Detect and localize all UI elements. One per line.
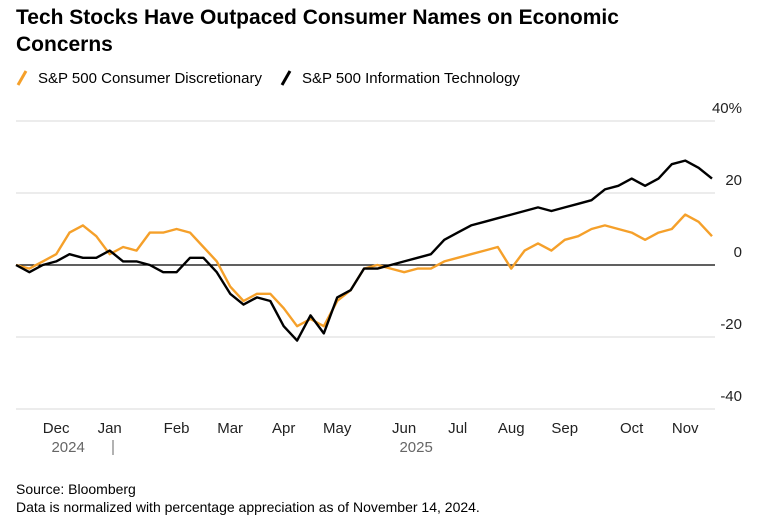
x-tick-label: Jan — [98, 420, 122, 437]
y-tick-label: 40% — [712, 100, 742, 117]
note: Data is normalized with percentage appre… — [16, 499, 480, 515]
y-tick-label: 20 — [725, 172, 742, 189]
x-tick-label: May — [323, 420, 352, 437]
series-line — [15, 159, 713, 342]
x-tick-label: Aug — [498, 420, 525, 437]
legend-label: S&P 500 Consumer Discretionary — [38, 70, 262, 87]
x-tick-label: Jul — [448, 420, 467, 437]
chart-title: Tech Stocks Have Outpaced Consumer Names… — [16, 6, 619, 56]
x-tick-label: Nov — [672, 420, 699, 437]
legend-item: S&P 500 Consumer Discretionary — [16, 70, 262, 87]
x-tick-label: Feb — [164, 420, 190, 437]
x-tick-label: Sep — [551, 420, 578, 437]
y-tick-label: -20 — [720, 316, 742, 333]
x-tick-label: Dec — [43, 420, 70, 437]
x-tick-label: Mar — [217, 420, 243, 437]
year-label: 2024 — [51, 439, 84, 456]
x-tick-label: Jun — [392, 420, 416, 437]
y-tick-label: 0 — [734, 244, 742, 261]
y-tick-label: -40 — [720, 388, 742, 405]
year-label: 2025 — [399, 439, 432, 456]
legend-swatch — [280, 70, 292, 86]
legend-swatch — [16, 70, 28, 86]
x-tick-label: Oct — [620, 420, 644, 437]
x-tick-label: Apr — [272, 420, 295, 437]
source: Source: Bloomberg — [16, 481, 136, 497]
legend-label: S&P 500 Information Technology — [302, 70, 520, 87]
legend-item: S&P 500 Information Technology — [280, 70, 520, 87]
